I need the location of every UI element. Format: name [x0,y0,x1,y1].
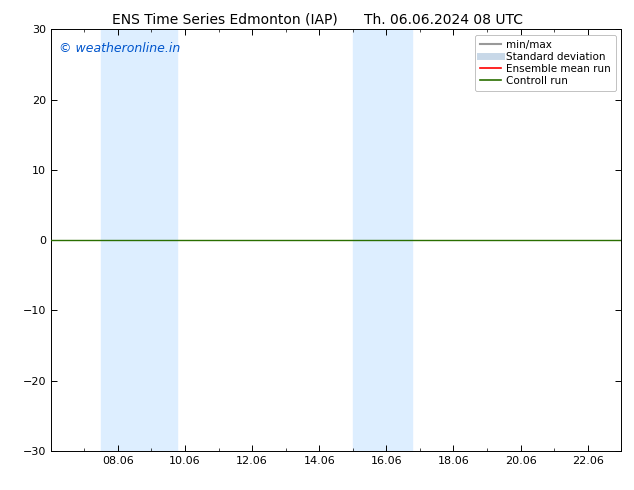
Text: ENS Time Series Edmonton (IAP)      Th. 06.06.2024 08 UTC: ENS Time Series Edmonton (IAP) Th. 06.06… [112,12,522,26]
Bar [353,29,411,451]
Text: © weatheronline.in: © weatheronline.in [59,42,181,55]
Legend: min/max, Standard deviation, Ensemble mean run, Controll run: min/max, Standard deviation, Ensemble me… [475,35,616,91]
Bar [101,29,177,451]
